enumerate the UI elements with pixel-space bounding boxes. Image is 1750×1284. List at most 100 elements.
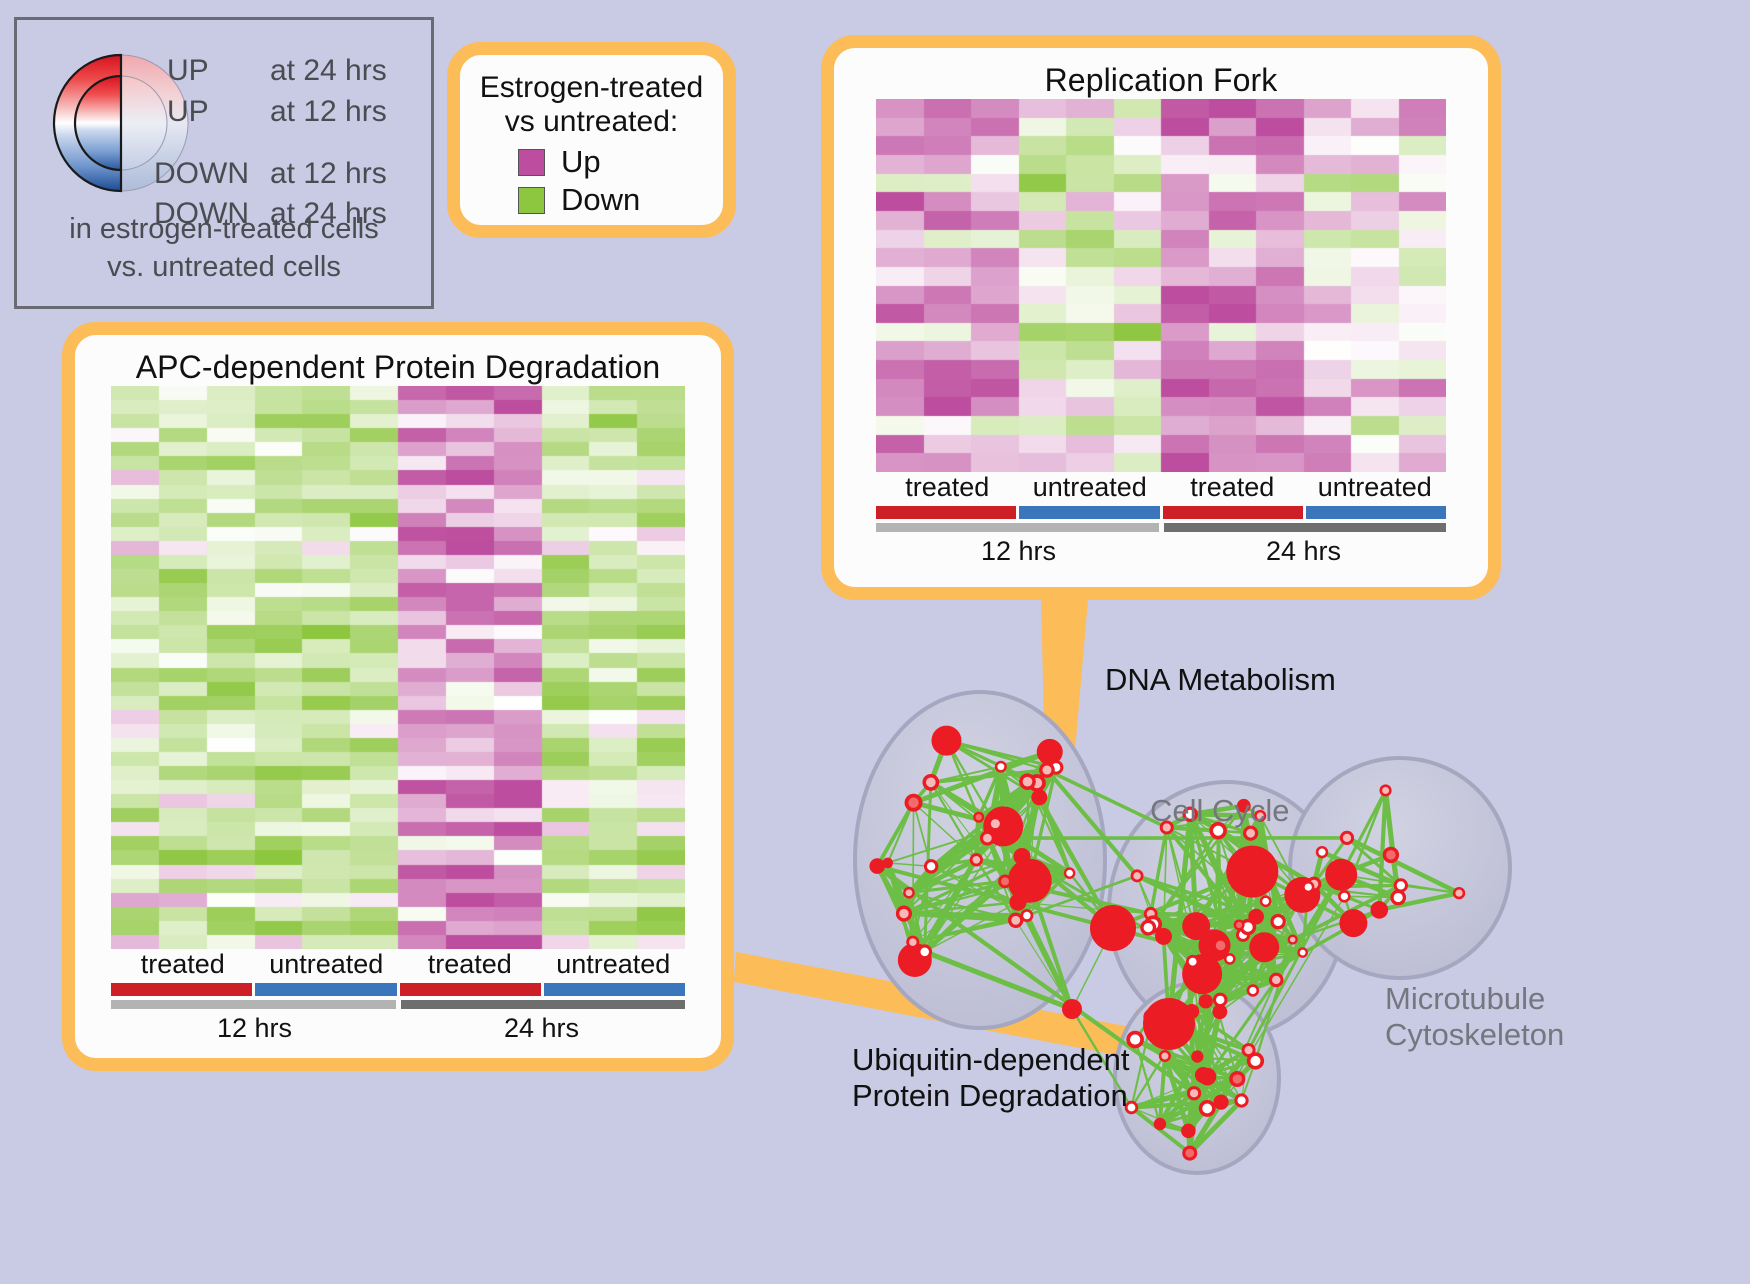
network-node[interactable] <box>1269 973 1284 988</box>
network-node[interactable] <box>1247 984 1259 996</box>
network-node[interactable] <box>1019 773 1036 790</box>
network-node[interactable] <box>1159 1050 1171 1062</box>
network-node[interactable] <box>1090 905 1136 951</box>
network-node[interactable] <box>1260 895 1272 907</box>
network-node[interactable] <box>1184 973 1195 984</box>
network-node[interactable] <box>905 794 923 812</box>
network-node-core <box>1386 850 1396 860</box>
network-edge <box>913 803 914 942</box>
network-node[interactable] <box>1383 847 1399 863</box>
network-node[interactable] <box>1370 901 1388 919</box>
network-node[interactable] <box>906 936 919 949</box>
network-node[interactable] <box>1182 912 1210 940</box>
network-node[interactable] <box>1199 1100 1216 1117</box>
network-node[interactable] <box>1013 848 1030 865</box>
network-node[interactable] <box>931 726 961 756</box>
network-node-core <box>1318 849 1325 856</box>
network-node-core <box>1216 941 1226 951</box>
network-node-core <box>1035 793 1044 802</box>
network-node-core <box>1189 958 1197 966</box>
network-node-core <box>1216 1007 1225 1016</box>
network-node-core <box>1455 890 1462 897</box>
network-node[interactable] <box>1008 913 1023 928</box>
network-node[interactable] <box>1380 784 1392 796</box>
network-node-core <box>1013 897 1023 907</box>
network-node[interactable] <box>1143 998 1195 1050</box>
network-node[interactable] <box>1270 914 1286 930</box>
network-node[interactable] <box>988 816 1004 832</box>
network-node[interactable] <box>1229 1071 1245 1087</box>
network-node[interactable] <box>1224 953 1236 965</box>
network-node[interactable] <box>1340 831 1354 845</box>
network-node[interactable] <box>1186 955 1200 969</box>
network-node[interactable] <box>869 858 885 874</box>
network-node[interactable] <box>1212 937 1229 954</box>
network-node[interactable] <box>1297 947 1308 958</box>
network-node-core <box>1194 1053 1201 1060</box>
network-node[interactable] <box>1234 1093 1248 1107</box>
cluster-label-cell-cycle: Cell Cycle <box>1150 793 1290 829</box>
network-node[interactable] <box>1288 934 1298 944</box>
network-node[interactable] <box>903 887 915 899</box>
network-node[interactable] <box>1249 932 1279 962</box>
network-node-core <box>991 819 1000 828</box>
network-node[interactable] <box>1453 887 1465 899</box>
network-node[interactable] <box>1234 919 1245 930</box>
network-node-core <box>1272 976 1280 984</box>
network-node[interactable] <box>1140 920 1156 936</box>
network-node[interactable] <box>970 853 983 866</box>
network-node[interactable] <box>896 906 912 922</box>
group-bar-segment-0 <box>876 506 1016 519</box>
network-node[interactable] <box>1191 1050 1203 1062</box>
network-node-core <box>885 860 891 866</box>
network-node[interactable] <box>973 812 984 823</box>
network-node[interactable] <box>1064 867 1075 878</box>
network-node[interactable] <box>1212 1004 1227 1019</box>
time-bar-segment-0 <box>876 523 1159 532</box>
network-node[interactable] <box>1031 789 1047 805</box>
network-node[interactable] <box>1039 762 1055 778</box>
network-node[interactable] <box>1325 859 1357 891</box>
network-node[interactable] <box>980 831 995 846</box>
network-node[interactable] <box>1062 999 1082 1019</box>
group-label-2: treated <box>398 949 542 983</box>
network-node[interactable] <box>1338 890 1351 903</box>
network-node[interactable] <box>1316 846 1328 858</box>
network-node[interactable] <box>1009 894 1026 911</box>
network-node[interactable] <box>995 761 1007 773</box>
network-node-core <box>1250 1056 1260 1066</box>
network-node[interactable] <box>1131 869 1144 882</box>
network-node-core <box>997 763 1004 770</box>
wheel-row-2-term: DOWN <box>154 157 249 191</box>
time-label-0: 12 hrs <box>876 532 1161 567</box>
network-node-outer <box>1182 912 1210 940</box>
network-node[interactable] <box>1154 1118 1166 1130</box>
network-node[interactable] <box>1302 881 1314 893</box>
network-node[interactable] <box>1339 909 1367 937</box>
group-label-3: untreated <box>1304 472 1447 506</box>
network-node[interactable] <box>1394 878 1408 892</box>
network-node[interactable] <box>917 944 932 959</box>
network-node-core <box>1001 877 1009 885</box>
network-node[interactable] <box>998 874 1012 888</box>
time-bar-segment-1 <box>401 1000 686 1009</box>
network-node[interactable] <box>1226 846 1278 898</box>
network-node[interactable] <box>1182 1146 1197 1161</box>
network-node-core <box>920 947 929 956</box>
network-node[interactable] <box>1181 1124 1196 1139</box>
network-node-core <box>1246 829 1255 838</box>
network-node[interactable] <box>1199 994 1213 1008</box>
network-node[interactable] <box>1195 1067 1211 1083</box>
network-node[interactable] <box>922 774 939 791</box>
network-node[interactable] <box>924 859 938 873</box>
network-node-core <box>1198 1070 1207 1079</box>
network-node[interactable] <box>1187 1086 1201 1100</box>
network-node-core <box>1144 923 1153 932</box>
network-node[interactable] <box>1248 909 1264 925</box>
network-node[interactable] <box>1214 1095 1229 1110</box>
network-node[interactable] <box>1247 1052 1264 1069</box>
